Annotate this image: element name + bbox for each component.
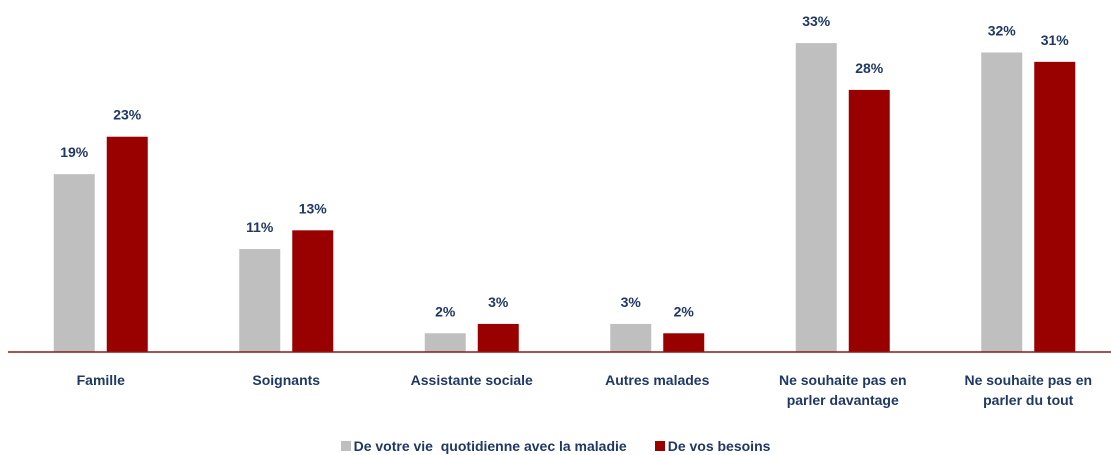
x-tick-label: Famille	[76, 372, 125, 388]
x-tick-label: Soignants	[252, 372, 321, 388]
data-label: 28%	[855, 60, 884, 76]
legend-label: De vos besoins	[667, 438, 771, 454]
data-label: 31%	[1041, 32, 1070, 48]
legend-label: De votre vie quotidienne avec la maladie	[353, 438, 627, 454]
bar	[1034, 61, 1076, 353]
data-label: 33%	[802, 13, 831, 29]
bar	[424, 333, 466, 352]
plot: 19% 23% 11% 13% 2% 3% 3% 2% 33% 28% 32% 31%	[8, 13, 1111, 353]
data-label: 32%	[988, 22, 1017, 38]
legend-swatch	[340, 441, 351, 451]
data-label: 2%	[435, 303, 456, 319]
data-label: 19%	[60, 144, 89, 160]
bar	[663, 333, 705, 352]
bar	[795, 43, 837, 353]
legend-swatch	[654, 441, 665, 451]
data-label: 13%	[299, 200, 328, 216]
bar	[477, 323, 519, 352]
x-tick-label: Ne souhaite pas en parler davantage	[778, 372, 907, 408]
bar	[53, 174, 95, 352]
x-tick-label: Assistante sociale	[410, 372, 533, 388]
x-tick-label: Autres malades	[605, 372, 710, 388]
data-label: 23%	[113, 107, 142, 123]
legend-item: De votre vie quotidienne avec la maladie	[340, 438, 627, 454]
bar	[106, 136, 148, 352]
bar	[239, 249, 281, 352]
data-label: 3%	[621, 294, 642, 310]
bar	[848, 89, 890, 353]
bar	[981, 52, 1023, 352]
data-label: 3%	[488, 294, 509, 310]
bar	[610, 323, 652, 352]
data-label: 2%	[674, 303, 695, 319]
x-tick-label: Ne souhaite pas en parler du tout	[964, 372, 1093, 408]
legend: De votre vie quotidienne avec la maladie…	[0, 438, 1111, 454]
bar	[292, 230, 334, 352]
data-label: 11%	[246, 219, 274, 235]
legend-item: De vos besoins	[654, 438, 771, 454]
